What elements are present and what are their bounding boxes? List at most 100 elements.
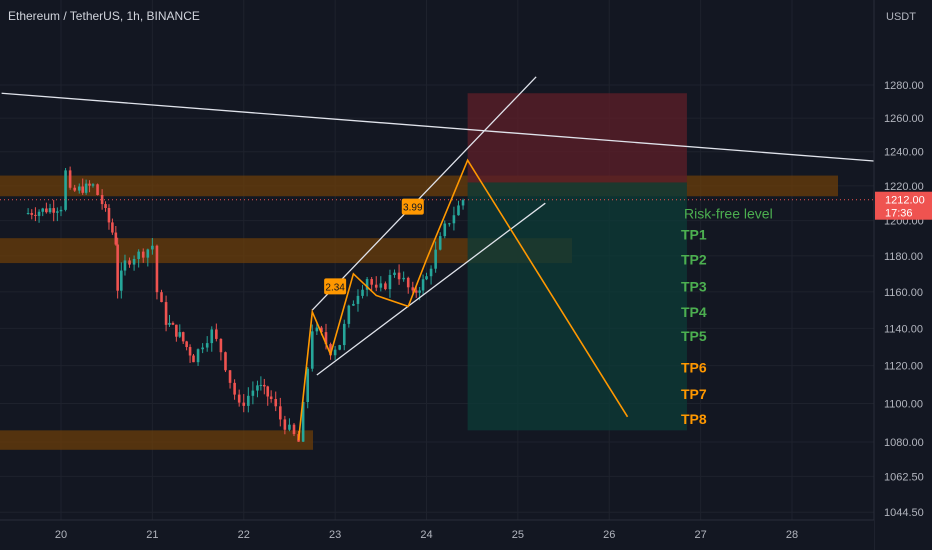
wave-projection-path	[297, 158, 629, 441]
annotation-tp8: TP8	[681, 411, 707, 427]
candle-body	[457, 205, 460, 216]
candle-body	[320, 327, 323, 333]
price-tick-label: 1240.00	[884, 147, 924, 159]
candle-body	[384, 283, 387, 290]
time-tick-label: 26	[603, 529, 615, 541]
candle-body	[310, 331, 314, 369]
annotation-risk-free-level: Risk-free level	[684, 206, 773, 222]
time-tick-label: 24	[420, 529, 432, 541]
candle-body	[185, 341, 188, 348]
candle-body	[402, 277, 405, 280]
last-price-tag	[875, 191, 932, 220]
candle-body	[421, 279, 425, 291]
candle-body	[100, 195, 104, 205]
candle-body	[48, 208, 52, 213]
candle-body	[379, 283, 383, 288]
candle-body	[107, 207, 111, 223]
candle-body	[333, 349, 337, 356]
wave-ratio-badge	[401, 198, 424, 215]
time-tick-label: 22	[238, 529, 250, 541]
candle-body	[315, 327, 319, 332]
candle-body	[269, 396, 273, 399]
time-axis[interactable]: 20 21 22 23 24 25 26 27 28	[0, 519, 874, 550]
candle-body	[64, 170, 67, 210]
candle-body	[151, 245, 154, 250]
candle-body	[41, 208, 45, 212]
candle-body	[352, 303, 355, 306]
candle-body	[301, 401, 305, 442]
time-tick-label: 27	[695, 529, 707, 541]
price-axis[interactable]: USDT1280.001260.001240.001220.001200.001…	[873, 0, 932, 550]
wave-ratio-label: 3.99	[403, 203, 423, 214]
wave-ratio-badge	[324, 278, 347, 295]
price-tick-label: 1100.00	[884, 398, 923, 410]
candle-body	[233, 382, 236, 395]
candle-body	[329, 344, 332, 356]
last-price-value: 1212.00	[885, 195, 925, 207]
candle-body	[104, 204, 107, 208]
candle-body	[292, 424, 296, 435]
candle-body	[425, 276, 428, 280]
candle-body	[37, 211, 41, 216]
candle-body	[120, 270, 123, 291]
support-zone	[0, 430, 313, 450]
candle-body	[84, 183, 88, 193]
annotation-tp6: TP6	[681, 359, 707, 375]
candle-body	[411, 287, 415, 291]
candle-body	[181, 332, 185, 342]
candle-body	[164, 302, 168, 325]
annotation-tp5: TP5	[681, 328, 707, 344]
candle-body	[192, 355, 195, 363]
candle-body	[414, 290, 418, 293]
candle-body	[461, 200, 465, 206]
price-tick-label: 1080.00	[884, 437, 924, 449]
candle-body	[274, 398, 278, 407]
candle-body	[56, 211, 59, 213]
candle-body	[259, 384, 263, 386]
candle-body	[247, 395, 250, 406]
candle-body	[210, 329, 214, 344]
price-unit-label: USDT	[886, 11, 916, 23]
candle-body	[114, 232, 118, 245]
annotation-tp7: TP7	[681, 386, 707, 402]
candle-body	[228, 370, 232, 383]
candle-body	[45, 208, 48, 213]
candle-body	[34, 214, 37, 216]
candle-body	[306, 368, 310, 402]
channel-lower-line	[316, 202, 546, 376]
short-position-tool[interactable]	[467, 93, 687, 431]
candle-body	[237, 394, 241, 403]
symbol-title: Ethereum / TetherUS, 1h, BINANCE	[8, 9, 200, 23]
candle-body	[128, 260, 131, 265]
time-axis-bg	[0, 520, 874, 550]
wave-ratio-label: 2.34	[325, 282, 345, 293]
price-axis-bg	[874, 0, 932, 550]
candle-body	[356, 295, 360, 304]
time-tick-label: 20	[55, 529, 67, 541]
candle-body	[242, 402, 246, 406]
descending-trendline	[1, 92, 930, 166]
price-tick-label: 1280.00	[884, 80, 924, 92]
candle-body	[26, 213, 30, 215]
candle-body	[342, 323, 346, 346]
candle-body	[59, 209, 63, 212]
candle-body	[283, 419, 287, 430]
candle-body	[132, 258, 136, 265]
candles	[0, 166, 874, 443]
candle-body	[256, 385, 259, 391]
price-tick-label: 1160.00	[884, 287, 923, 299]
drawings[interactable]: 2.34 3.99	[1, 76, 930, 441]
candle-body	[324, 332, 328, 345]
candle-body	[219, 338, 223, 353]
candle-body	[438, 236, 442, 250]
channel-upper-line	[311, 76, 537, 311]
candle-body	[452, 215, 456, 224]
candle-body	[429, 268, 433, 277]
price-tick-label: 1120.00	[884, 361, 923, 373]
time-tick-label: 21	[146, 529, 158, 541]
candle-body	[141, 251, 145, 258]
candle-body	[434, 249, 437, 269]
annotation-tp3: TP3	[681, 278, 707, 294]
candle-body	[406, 277, 410, 288]
